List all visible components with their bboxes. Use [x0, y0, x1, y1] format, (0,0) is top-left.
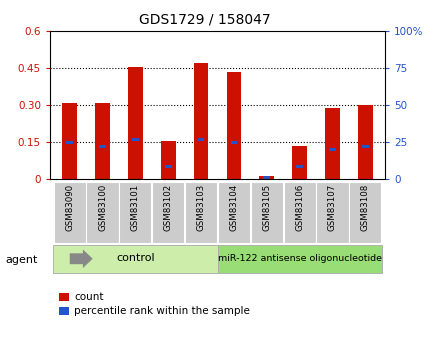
FancyBboxPatch shape: [217, 245, 381, 273]
Bar: [193, 63, 208, 179]
FancyBboxPatch shape: [283, 182, 315, 243]
Text: GSM83101: GSM83101: [131, 184, 140, 231]
FancyBboxPatch shape: [53, 245, 217, 273]
Bar: [292, 146, 306, 179]
Bar: [226, 72, 241, 179]
Text: GSM83100: GSM83100: [98, 184, 107, 231]
FancyBboxPatch shape: [119, 182, 151, 243]
Bar: [361, 145, 368, 148]
Bar: [99, 145, 105, 148]
Bar: [132, 138, 138, 141]
Legend: count, percentile rank within the sample: count, percentile rank within the sample: [55, 288, 253, 321]
Text: control: control: [116, 253, 155, 263]
Text: GSM83090: GSM83090: [65, 184, 74, 231]
FancyBboxPatch shape: [184, 182, 217, 243]
Bar: [95, 103, 110, 179]
Bar: [230, 141, 237, 144]
Text: GSM83104: GSM83104: [229, 184, 238, 231]
Bar: [259, 176, 273, 179]
Bar: [62, 103, 77, 179]
Text: GSM83105: GSM83105: [262, 184, 271, 231]
Text: GSM83106: GSM83106: [294, 184, 303, 231]
Text: GDS1729 / 158047: GDS1729 / 158047: [138, 12, 270, 26]
Bar: [197, 138, 204, 141]
Bar: [329, 148, 335, 151]
Bar: [161, 141, 175, 179]
Bar: [357, 105, 372, 179]
FancyBboxPatch shape: [316, 182, 348, 243]
Text: GSM83103: GSM83103: [196, 184, 205, 231]
Text: miR-122 antisense oligonucleotide: miR-122 antisense oligonucleotide: [217, 254, 381, 263]
Bar: [66, 141, 73, 144]
Text: GSM83102: GSM83102: [163, 184, 172, 231]
FancyBboxPatch shape: [86, 182, 118, 243]
FancyBboxPatch shape: [152, 182, 184, 243]
Text: agent: agent: [5, 256, 37, 265]
Bar: [324, 108, 339, 179]
Bar: [128, 67, 142, 179]
FancyArrow shape: [69, 249, 92, 268]
FancyBboxPatch shape: [217, 182, 250, 243]
Text: GSM83108: GSM83108: [360, 184, 369, 231]
FancyBboxPatch shape: [349, 182, 381, 243]
FancyBboxPatch shape: [53, 182, 85, 243]
Text: GSM83107: GSM83107: [327, 184, 336, 231]
Bar: [164, 165, 171, 168]
Bar: [296, 165, 302, 168]
FancyBboxPatch shape: [250, 182, 282, 243]
Bar: [263, 176, 270, 179]
